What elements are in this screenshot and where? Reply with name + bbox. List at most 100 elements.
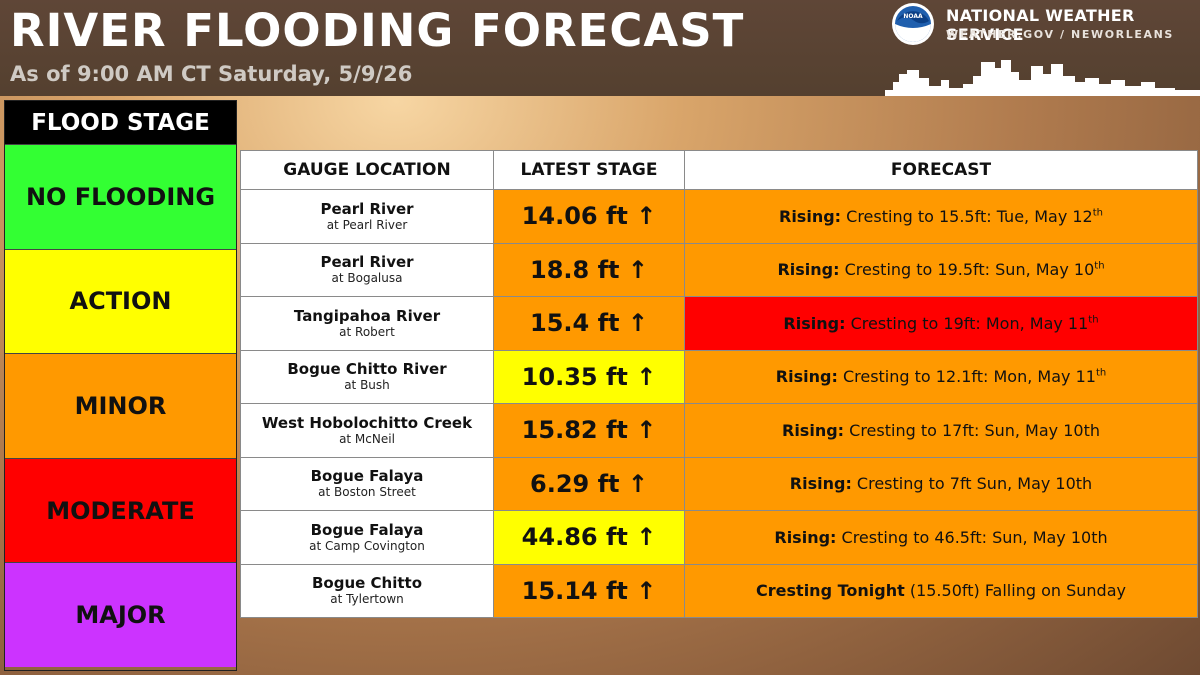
gauge-site: at Tylertown <box>330 592 404 607</box>
table-row: Bogue Chitto River at Bush 10.35 ft ↑ Risin… <box>240 349 1198 404</box>
stage-value: 15.14 ft <box>521 576 628 605</box>
stage-value: 10.35 ft <box>521 362 628 391</box>
legend-item: MODERATE <box>5 457 236 563</box>
forecast-ordinal: th <box>1088 314 1099 326</box>
gauge-location-cell: Bogue Falaya at Camp Covington <box>240 510 494 565</box>
forecast-detail: (15.50ft) Falling on Sunday <box>904 581 1126 601</box>
river-name: Bogue Chitto River <box>287 360 447 379</box>
col-header-forecast: FORECAST <box>684 150 1198 190</box>
col-header-latest-stage: LATEST STAGE <box>493 150 685 190</box>
forecast-detail: Cresting to 7ft Sun, May 10th <box>851 474 1093 494</box>
table-row: Bogue Chitto at Tylertown 15.14 ft ↑ Cresti… <box>240 563 1198 618</box>
river-name: Bogue Chitto <box>311 574 423 593</box>
table-header-row: GAUGE LOCATION LATEST STAGE FORECAST <box>240 150 1198 190</box>
forecast-cell: Cresting Tonight (15.50ft) Falling on Su… <box>684 563 1198 618</box>
header-banner: RIVER FLOODING FORECAST As of 9:00 AM CT… <box>0 0 1200 96</box>
river-name: Pearl River <box>320 199 414 218</box>
forecast-cell: Rising: Cresting to 19.5ft: Sun, May 10t… <box>684 242 1198 297</box>
gauge-site: at Boston Street <box>318 485 416 500</box>
org-url: WEATHER.GOV / NEWORLEANS <box>946 28 1174 41</box>
gauge-location-cell: Bogue Chitto River at Bush <box>240 349 494 404</box>
gauge-location-cell: Bogue Chitto at Tylertown <box>240 563 494 618</box>
forecast-cell: Rising: Cresting to 17ft: Sun, May 10th <box>684 403 1198 458</box>
gauge-site: at Robert <box>339 324 395 339</box>
river-name: West Hobolochitto Creek <box>261 413 473 432</box>
legend-item: NO FLOODING <box>5 144 236 249</box>
latest-stage-cell: 44.86 ft ↑ <box>493 510 685 565</box>
forecast-cell: Rising: Cresting to 15.5ft: Tue, May 12t… <box>684 189 1198 244</box>
forecast-status: Rising: <box>782 420 845 440</box>
stage-value: 44.86 ft <box>521 523 628 552</box>
up-arrow-icon: ↑ <box>636 202 657 231</box>
latest-stage-cell: 18.8 ft ↑ <box>493 242 685 297</box>
forecast-detail: Cresting to 46.5ft: Sun, May 10th <box>836 527 1108 547</box>
up-arrow-icon: ↑ <box>636 523 657 552</box>
forecast-detail: Cresting to 17ft: Sun, May 10th <box>844 420 1100 440</box>
up-arrow-icon: ↑ <box>636 416 657 445</box>
up-arrow-icon: ↑ <box>636 576 657 605</box>
latest-stage-cell: 15.4 ft ↑ <box>493 296 685 351</box>
forecast-detail: Cresting to 19.5ft: Sun, May 10 <box>839 260 1095 280</box>
gauge-site: at McNeil <box>339 431 395 446</box>
forecast-ordinal: th <box>1094 260 1105 272</box>
city-skyline-icon <box>885 60 1200 96</box>
table-row: Pearl River at Pearl River 14.06 ft ↑ Risin… <box>240 189 1198 244</box>
latest-stage-cell: 10.35 ft ↑ <box>493 349 685 404</box>
river-name: Pearl River <box>320 253 414 272</box>
table-row: West Hobolochitto Creek at McNeil 15.82 ft… <box>240 403 1198 458</box>
latest-stage-cell: 6.29 ft ↑ <box>493 456 685 511</box>
page-title: RIVER FLOODING FORECAST <box>10 4 745 57</box>
latest-stage-cell: 15.14 ft ↑ <box>493 563 685 618</box>
up-arrow-icon: ↑ <box>627 469 648 498</box>
up-arrow-icon: ↑ <box>627 255 648 284</box>
gauge-location-cell: West Hobolochitto Creek at McNeil <box>240 403 494 458</box>
forecast-ordinal: th <box>1095 367 1107 379</box>
org-name: NATIONAL WEATHER SERVICE <box>946 6 1135 44</box>
gauge-site: at Camp Covington <box>309 538 425 553</box>
river-name: Bogue Falaya <box>310 467 424 486</box>
forecast-cell: Rising: Cresting to 46.5ft: Sun, May 10t… <box>684 510 1198 565</box>
forecast-status: Cresting Tonight <box>756 581 905 601</box>
forecast-status: Rising: <box>783 313 846 333</box>
gauge-location-cell: Tangipahoa River at Robert <box>240 296 494 351</box>
table-row: Bogue Falaya at Camp Covington 44.86 ft ↑ R… <box>240 510 1198 565</box>
forecast-detail: Cresting to 19ft: Mon, May 11 <box>845 313 1089 333</box>
forecast-cell: Rising: Cresting to 12.1ft: Mon, May 11t… <box>684 349 1198 404</box>
forecast-cell: Rising: Cresting to 19ft: Mon, May 11th <box>684 296 1198 351</box>
legend-item: ACTION <box>5 248 236 354</box>
stage-value: 15.82 ft <box>521 416 628 445</box>
forecast-status: Rising: <box>779 206 842 226</box>
gauge-site: at Bogalusa <box>331 271 403 286</box>
stage-value: 6.29 ft <box>530 469 620 498</box>
gauge-site: at Pearl River <box>326 217 408 232</box>
stage-value: 15.4 ft <box>530 309 620 338</box>
gauge-site: at Bush <box>344 378 390 393</box>
river-name: Bogue Falaya <box>310 520 424 539</box>
forecast-cell: Rising: Cresting to 7ft Sun, May 10th <box>684 456 1198 511</box>
table-row: Pearl River at Bogalusa 18.8 ft ↑ Rising: C… <box>240 242 1198 297</box>
gauge-table: GAUGE LOCATION LATEST STAGE FORECAST Pea… <box>240 150 1198 618</box>
forecast-ordinal: th <box>1092 207 1103 219</box>
table-row: Tangipahoa River at Robert 15.4 ft ↑ Rising… <box>240 296 1198 351</box>
latest-stage-cell: 15.82 ft ↑ <box>493 403 685 458</box>
table-row: Bogue Falaya at Boston Street 6.29 ft ↑ Ris… <box>240 456 1198 511</box>
up-arrow-icon: ↑ <box>627 309 648 338</box>
forecast-status: Rising: <box>777 260 840 280</box>
noaa-logo-icon: NOAA <box>892 3 934 45</box>
river-name: Tangipahoa River <box>293 306 441 325</box>
forecast-status: Rising: <box>774 527 837 547</box>
stage-value: 14.06 ft <box>521 202 628 231</box>
forecast-detail: Cresting to 12.1ft: Mon, May 11 <box>837 367 1096 387</box>
gauge-location-cell: Pearl River at Bogalusa <box>240 242 494 297</box>
legend-item: MAJOR <box>5 562 236 667</box>
gauge-location-cell: Pearl River at Pearl River <box>240 189 494 244</box>
latest-stage-cell: 14.06 ft ↑ <box>493 189 685 244</box>
legend-title: FLOOD STAGE <box>5 101 236 144</box>
forecast-status: Rising: <box>789 474 852 494</box>
gauge-location-cell: Bogue Falaya at Boston Street <box>240 456 494 511</box>
up-arrow-icon: ↑ <box>636 362 657 391</box>
flood-stage-legend: FLOOD STAGE NO FLOODING ACTION MINOR MODERA… <box>4 100 237 671</box>
logo-lettering: NOAA <box>903 13 923 20</box>
timestamp-subtitle: As of 9:00 AM CT Saturday, 5/9/26 <box>10 62 413 86</box>
stage-value: 18.8 ft <box>530 255 620 284</box>
